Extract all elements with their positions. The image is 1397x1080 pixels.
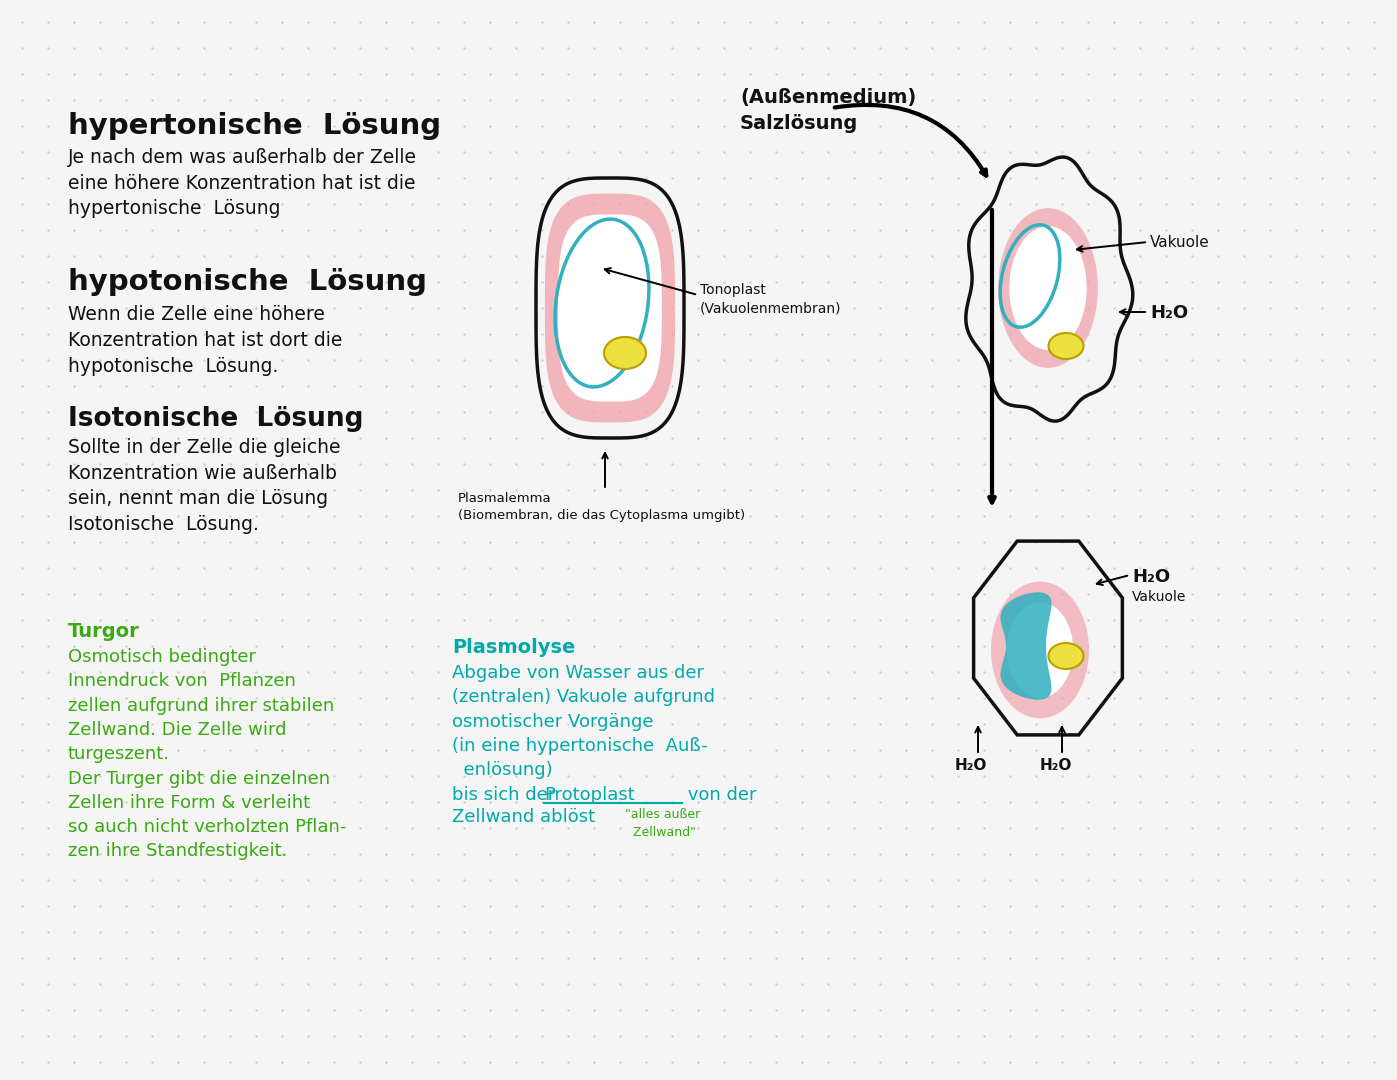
Text: (Außenmedium)
Salzlösung: (Außenmedium) Salzlösung: [740, 87, 916, 133]
Ellipse shape: [990, 582, 1090, 718]
Text: Vakuole: Vakuole: [1150, 235, 1210, 249]
Polygon shape: [559, 215, 662, 402]
Ellipse shape: [1049, 643, 1084, 669]
Text: bis sich der: bis sich der: [453, 786, 562, 804]
Text: Vakuole: Vakuole: [1132, 590, 1186, 604]
Text: "alles außer
  Zellwand": "alles außer Zellwand": [624, 808, 700, 838]
Text: Isotonische  Lösung: Isotonische Lösung: [68, 406, 363, 432]
Polygon shape: [1010, 226, 1087, 350]
Ellipse shape: [1049, 333, 1084, 359]
Text: Wenn die Zelle eine höhere
Konzentration hat ist dort die
hypotonische  Lösung.: Wenn die Zelle eine höhere Konzentration…: [68, 305, 342, 376]
Polygon shape: [1000, 592, 1052, 700]
Text: Turgor: Turgor: [68, 622, 140, 642]
Text: von der: von der: [682, 786, 757, 804]
Text: Protoplast: Protoplast: [543, 786, 634, 804]
Ellipse shape: [604, 337, 645, 369]
Text: H₂O: H₂O: [1150, 303, 1187, 322]
Text: Tonoplast
(Vakuolenmembran): Tonoplast (Vakuolenmembran): [700, 283, 841, 316]
Text: Zellwand ablöst: Zellwand ablöst: [453, 808, 595, 826]
Text: Sollte in der Zelle die gleiche
Konzentration wie außerhalb
sein, nennt man die : Sollte in der Zelle die gleiche Konzentr…: [68, 438, 341, 535]
Text: Je nach dem was außerhalb der Zelle
eine höhere Konzentration hat ist die
hypert: Je nach dem was außerhalb der Zelle eine…: [68, 148, 416, 218]
Text: H₂O: H₂O: [956, 758, 988, 773]
Polygon shape: [545, 193, 675, 422]
Polygon shape: [997, 208, 1098, 368]
Text: H₂O: H₂O: [1132, 568, 1171, 586]
Text: Osmotisch bedingter
Innendruck von  Pflanzen
zellen aufgrund ihrer stabilen
Zell: Osmotisch bedingter Innendruck von Pflan…: [68, 648, 346, 861]
Text: Abgabe von Wasser aus der
(zentralen) Vakuole aufgrund
osmotischer Vorgänge
(in : Abgabe von Wasser aus der (zentralen) Va…: [453, 664, 715, 779]
Text: H₂O: H₂O: [1039, 758, 1073, 773]
Text: Plasmalemma
(Biomembran, die das Cytoplasma umgibt): Plasmalemma (Biomembran, die das Cytopla…: [458, 492, 745, 523]
Text: Plasmolyse: Plasmolyse: [453, 638, 576, 657]
Text: hypotonische  Lösung: hypotonische Lösung: [68, 268, 427, 296]
Ellipse shape: [1007, 603, 1073, 698]
Text: hypertonische  Lösung: hypertonische Lösung: [68, 112, 441, 140]
